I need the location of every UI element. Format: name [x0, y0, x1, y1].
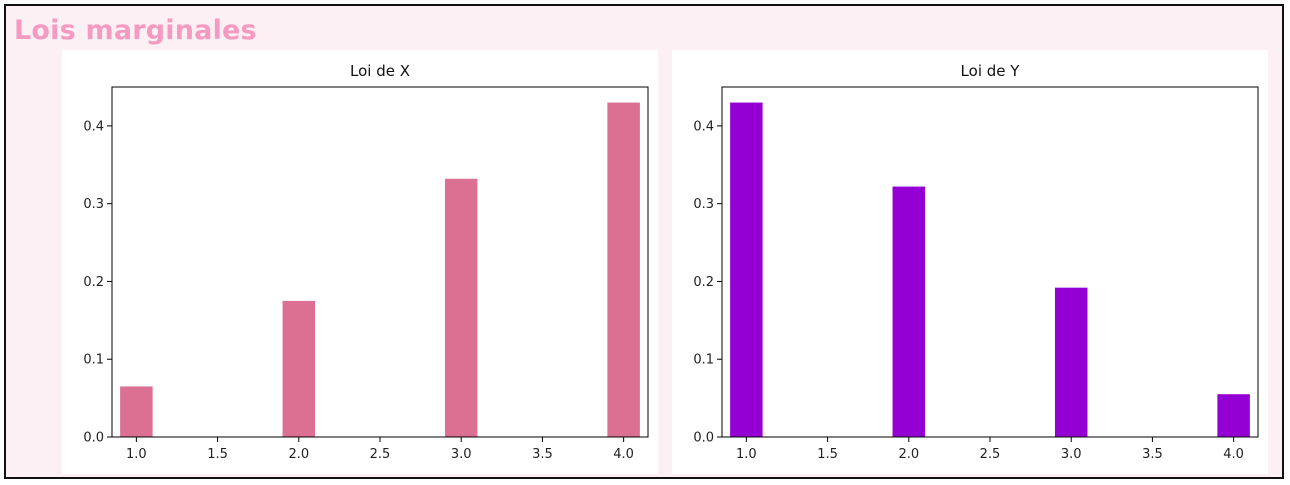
- marginal-laws-frame: Lois marginales Loi de X 0.0 0.1 0.2 0.3 0.4 1…: [4, 4, 1284, 479]
- bar-y-2: [892, 186, 926, 437]
- chart-title-x: Loi de X: [350, 62, 410, 80]
- chart-loi-x: Loi de X 0.0 0.1 0.2 0.3 0.4 1.0 1.5 2.0 2.5 3.0 3.…: [83, 62, 649, 462]
- y-tick-label-x: 0.0: [83, 431, 104, 446]
- plot-frame-x: [111, 86, 649, 438]
- bar-y-4: [1217, 394, 1250, 437]
- bar-x-4: [607, 102, 640, 438]
- y-tick-label-y: 0.1: [693, 353, 714, 368]
- x-tick-label-x: 1.0: [126, 447, 147, 462]
- x-tick-label-x: 2.5: [370, 447, 391, 462]
- y-tick-label-y: 0.0: [693, 431, 714, 446]
- x-tick-label-y: 1.5: [817, 447, 838, 462]
- chart-loi-y: Loi de Y 0.0 0.1 0.2 0.3 0.4 1.0 1.5 2.0 2.5 3.0 3.…: [693, 62, 1259, 462]
- y-tick-label-x: 0.4: [83, 119, 104, 134]
- bar-y-3: [1054, 287, 1088, 437]
- plot-frame-y: [721, 86, 1259, 438]
- x-tick-label-y: 1.0: [736, 447, 757, 462]
- x-tick-label-x: 2.0: [288, 447, 309, 462]
- y-tick-label-y: 0.3: [693, 197, 714, 212]
- chart-title-y: Loi de Y: [961, 62, 1021, 80]
- bar-x-1: [120, 386, 153, 437]
- chart-panel-y: Loi de Y 0.0 0.1 0.2 0.3 0.4 1.0 1.5 2.0 2.5 3.0 3.…: [672, 50, 1268, 474]
- bar-y-1: [730, 102, 763, 438]
- bar-x-3: [444, 178, 478, 437]
- section-title: Lois marginales: [14, 15, 257, 46]
- x-tick-label-x: 3.5: [532, 447, 553, 462]
- x-tick-label-y: 3.0: [1061, 447, 1082, 462]
- y-tick-label-x: 0.2: [83, 275, 104, 290]
- chart-panel-x: Loi de X 0.0 0.1 0.2 0.3 0.4 1.0 1.5 2.0 2.5 3.0 3.…: [62, 50, 658, 474]
- x-tick-label-y: 4.0: [1223, 447, 1244, 462]
- x-tick-label-x: 4.0: [613, 447, 634, 462]
- x-tick-label-y: 3.5: [1142, 447, 1163, 462]
- y-tick-label-y: 0.4: [693, 119, 714, 134]
- y-tick-label-x: 0.3: [83, 197, 104, 212]
- x-tick-label-y: 2.5: [980, 447, 1001, 462]
- y-tick-label-y: 0.2: [693, 275, 714, 290]
- x-tick-label-y: 2.0: [898, 447, 919, 462]
- x-tick-label-x: 3.0: [451, 447, 472, 462]
- x-tick-label-x: 1.5: [207, 447, 228, 462]
- bar-x-2: [282, 300, 316, 437]
- y-tick-label-x: 0.1: [83, 353, 104, 368]
